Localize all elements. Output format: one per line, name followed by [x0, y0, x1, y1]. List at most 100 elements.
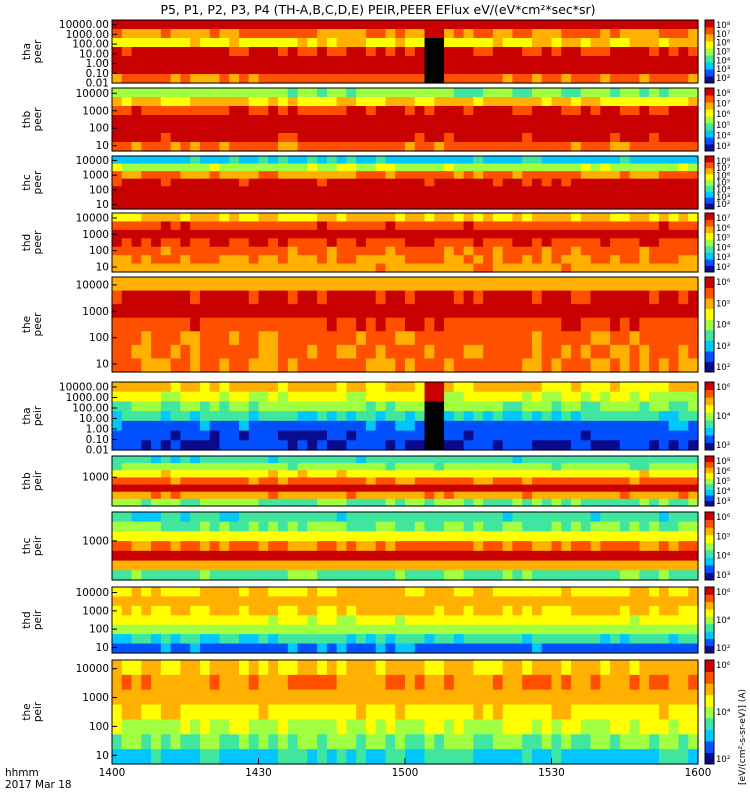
heatmap-cell — [492, 643, 504, 654]
heatmap-cell — [444, 263, 455, 273]
heatmap-cell — [248, 106, 260, 116]
heatmap-cell — [151, 133, 162, 143]
heatmap-cell — [199, 634, 211, 645]
heatmap-cell — [512, 660, 523, 676]
heatmap-cell — [151, 531, 162, 542]
heatmap-cell — [414, 521, 426, 533]
heatmap-cell — [238, 331, 250, 346]
y-tick-label: 10000 — [76, 155, 109, 167]
heatmap-cell — [571, 221, 582, 231]
heatmap-cell — [287, 156, 299, 165]
heatmap-cell — [199, 156, 211, 165]
colorbar-segment — [705, 478, 714, 485]
heatmap-cell — [356, 255, 367, 265]
heatmap-cell — [512, 674, 523, 691]
heatmap-cell — [209, 660, 221, 676]
heatmap-cell — [424, 719, 435, 735]
heatmap-cell — [365, 213, 377, 223]
heatmap-cell — [619, 660, 631, 676]
heatmap-cell — [180, 221, 191, 231]
heatmap-cell — [238, 246, 250, 256]
heatmap-cell — [278, 615, 289, 626]
heatmap-cell — [199, 420, 211, 432]
heatmap-cell — [619, 477, 631, 486]
heatmap-cell — [580, 178, 592, 187]
heatmap-cell — [444, 704, 455, 721]
colorbar-tick-label: 10⁴ — [716, 487, 731, 497]
heatmap-cell — [258, 420, 269, 432]
heatmap-cell — [229, 263, 240, 273]
heatmap-cell — [600, 596, 611, 607]
heatmap-cell — [541, 463, 553, 471]
heatmap-cell — [141, 719, 152, 735]
heatmap-cell — [434, 74, 445, 84]
heatmap-cell — [434, 97, 445, 107]
heatmap-cell — [190, 440, 201, 451]
heatmap-cell — [580, 521, 592, 533]
heatmap-cell — [229, 290, 240, 305]
heatmap-cell — [248, 171, 260, 180]
heatmap-cell — [238, 674, 250, 691]
heatmap-cell — [180, 491, 191, 500]
heatmap-cell — [571, 65, 582, 75]
heatmap-cell — [571, 704, 582, 721]
heatmap-cell — [365, 456, 377, 464]
colorbar-segment — [705, 130, 714, 138]
heatmap-cell — [317, 142, 328, 152]
heatmap-cell — [678, 512, 689, 523]
heatmap-cell — [629, 221, 640, 231]
heatmap-cell — [297, 221, 308, 231]
heatmap-cell — [346, 255, 357, 265]
heatmap-cell — [112, 624, 123, 635]
heatmap-cell — [678, 587, 689, 598]
heatmap-cell — [678, 124, 689, 134]
heatmap-cell — [678, 156, 689, 165]
heatmap-cell — [639, 470, 650, 479]
heatmap-cell — [473, 498, 484, 507]
heatmap-cell — [151, 560, 162, 571]
heatmap-cell — [121, 88, 133, 98]
heatmap-cell — [375, 106, 387, 116]
heatmap-cell — [336, 512, 347, 523]
heatmap-cell — [580, 382, 592, 393]
heatmap-cell — [307, 570, 318, 581]
heatmap-cell — [522, 596, 533, 607]
heatmap-cell — [649, 97, 660, 107]
heatmap-cell — [551, 420, 562, 432]
heatmap-cell — [600, 624, 611, 635]
heatmap-cell — [658, 498, 670, 507]
heatmap-cell — [326, 382, 338, 393]
heatmap-cell — [502, 430, 514, 441]
heatmap-cell — [492, 531, 504, 542]
heatmap-cell — [531, 246, 543, 256]
colorbar-segment — [705, 645, 714, 654]
heatmap-cell — [405, 344, 416, 360]
heatmap-cell — [473, 74, 484, 84]
heatmap-cell — [571, 115, 582, 125]
heatmap-cell — [180, 246, 191, 256]
heatmap-cell — [229, 65, 240, 75]
heatmap-cell — [678, 74, 689, 84]
heatmap-cell — [502, 624, 514, 635]
heatmap-cell — [424, 186, 435, 195]
heatmap-cell — [571, 719, 582, 735]
heatmap-cell — [610, 88, 621, 98]
heatmap-cell — [414, 605, 426, 616]
colorbar-tick-label: 10⁵ — [716, 48, 730, 58]
heatmap-cell — [658, 615, 670, 626]
heatmap-cell — [238, 391, 250, 403]
heatmap-cell — [346, 382, 357, 393]
heatmap-cell — [424, 277, 435, 292]
y-tick-label: 1000 — [82, 605, 109, 617]
heatmap-cell — [580, 229, 592, 239]
y-axis-label: peir — [32, 470, 44, 491]
heatmap-cell — [561, 411, 572, 422]
heatmap-cell — [668, 358, 680, 373]
heatmap-cell — [639, 734, 650, 750]
heatmap-cell — [512, 88, 523, 98]
heatmap-cell — [688, 498, 699, 507]
heatmap-cell — [326, 331, 338, 346]
heatmap-cell — [434, 29, 445, 39]
heatmap-cell — [170, 142, 181, 152]
heatmap-cell — [483, 689, 494, 706]
